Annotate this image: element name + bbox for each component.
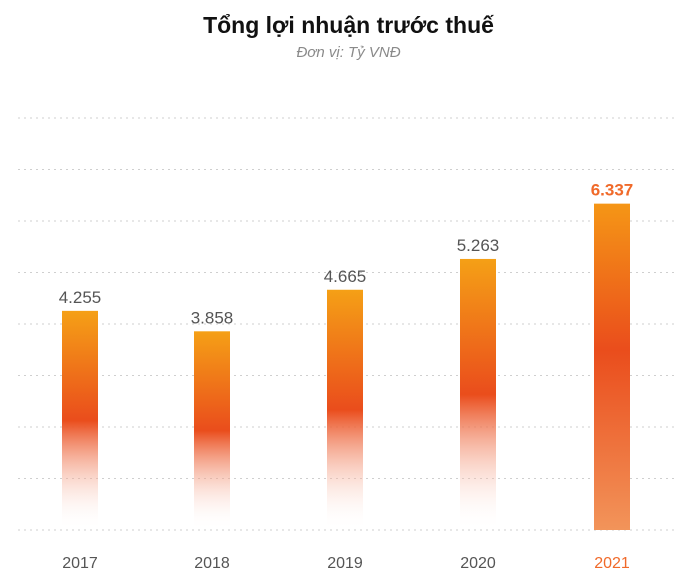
value-label-2019: 4.665 (324, 267, 367, 286)
bars (62, 203, 630, 530)
value-label-2018: 3.858 (191, 308, 234, 327)
value-labels: 4.255 3.858 4.665 5.263 6.337 (59, 181, 634, 328)
x-axis-ticks: 2017 2018 2019 2020 2021 (62, 555, 630, 572)
value-label-2017: 4.255 (59, 288, 102, 307)
x-tick-2017: 2017 (62, 555, 98, 572)
x-tick-2019: 2019 (327, 555, 363, 572)
bar-2017 (62, 310, 98, 530)
bar-2019 (327, 289, 363, 530)
x-tick-2018: 2018 (194, 555, 230, 572)
value-label-2021: 6.337 (591, 181, 634, 200)
bar-2021 (594, 203, 630, 530)
chart-title: Tổng lợi nhuận trước thuế (203, 12, 494, 38)
x-tick-2020: 2020 (460, 555, 496, 572)
x-tick-2021: 2021 (594, 555, 630, 572)
value-label-2020: 5.263 (457, 236, 500, 255)
chart-subtitle: Đơn vị: Tỷ VNĐ (296, 44, 401, 61)
bar-2018 (194, 331, 230, 530)
bar-2020 (460, 258, 496, 530)
